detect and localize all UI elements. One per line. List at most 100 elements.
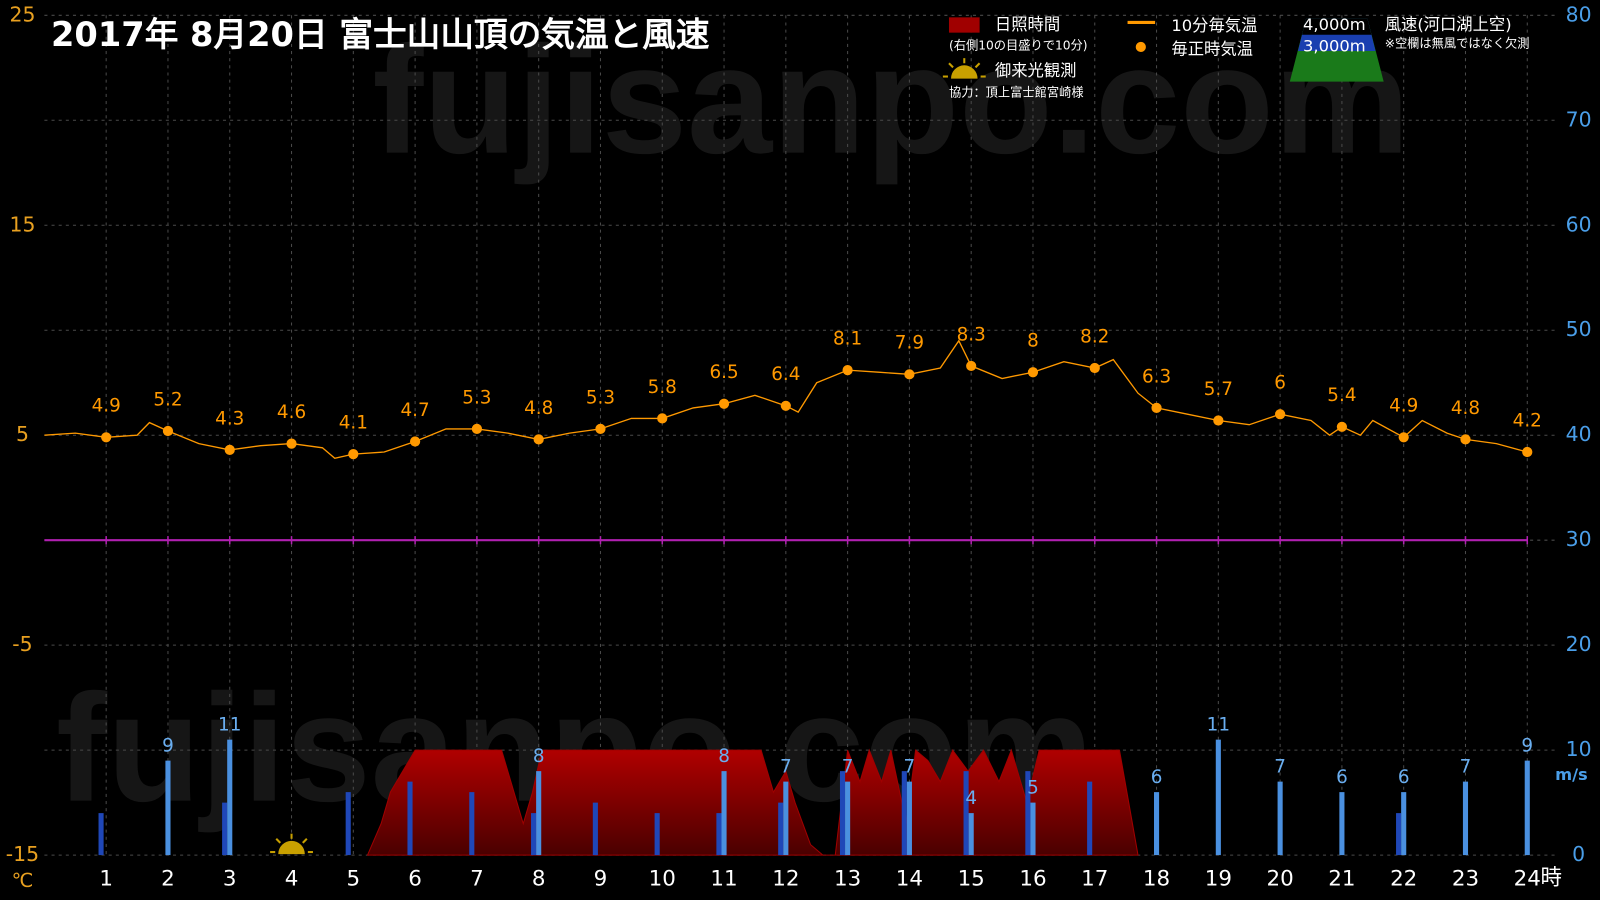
data-label: 4.6 (277, 402, 306, 423)
data-label: 7 (904, 756, 916, 777)
sun-body (278, 840, 305, 855)
wind-bar (227, 739, 233, 856)
y2-tick-label: 20 (1566, 632, 1592, 656)
wind-bar (536, 771, 542, 856)
data-label: 6.3 (1142, 366, 1171, 387)
data-label: 8.3 (957, 324, 986, 345)
temperature-point (471, 423, 482, 435)
data-label: 4.8 (524, 398, 553, 419)
data-label: 5.8 (648, 377, 677, 398)
temperature-point (1027, 367, 1039, 378)
temperature-point (1213, 415, 1224, 426)
x-tick-label: 10 (649, 867, 676, 892)
sun-ray (275, 838, 282, 844)
data-label: 4.3 (215, 408, 244, 429)
chart-title: 2017年 8月20日 富士山山頂の気温と風速 (51, 15, 710, 54)
data-label: 5.7 (1204, 379, 1233, 400)
y2-tick-label: 0 (1572, 842, 1585, 866)
y-tick-label: -5 (12, 632, 32, 656)
wind-bar (407, 781, 413, 856)
wind-bar (1277, 781, 1283, 856)
wind-bar (778, 802, 784, 856)
data-label: 7.9 (895, 333, 924, 354)
temperature-point (842, 365, 853, 376)
wind-bar (222, 802, 228, 856)
data-label: 7 (842, 756, 854, 777)
data-label: 7 (1274, 756, 1286, 777)
x-tick-label: 8 (532, 867, 546, 892)
wind-bar (783, 781, 789, 856)
x-tick-label: 24 (1514, 867, 1541, 892)
legend-note: ※空欄は無風ではなく欠測 (1385, 35, 1530, 50)
data-label: 8 (533, 746, 545, 767)
wind-bar (839, 771, 846, 856)
data-label: 9 (1521, 735, 1533, 756)
data-label: 5.2 (153, 389, 182, 410)
x-tick-label: 22 (1390, 867, 1417, 892)
temperature-point (224, 444, 235, 456)
y2-tick-label: 70 (1566, 107, 1592, 131)
temperature-point (780, 400, 791, 411)
wind-bar (592, 802, 598, 856)
x-tick-label: 1 (99, 867, 113, 892)
wind-bar (469, 792, 475, 856)
temperature-point (718, 398, 730, 409)
wind-bar (968, 813, 974, 856)
data-label: 4.9 (92, 396, 121, 417)
temperature-point (1089, 362, 1100, 374)
data-label: 6 (1398, 767, 1410, 788)
data-label: 8 (718, 746, 730, 767)
credit: 協力：頂上富士館宮崎様 (949, 84, 1084, 99)
legend-swatch (1135, 41, 1146, 53)
data-label: 7 (1460, 756, 1472, 777)
y-tick-label: 5 (16, 422, 29, 446)
temperature-point (1151, 402, 1162, 414)
temperature-point (1398, 432, 1409, 443)
wind-bar (1087, 781, 1093, 856)
legend-label: 3,000m (1303, 36, 1366, 55)
wind-bar (1339, 792, 1345, 856)
wind-bar (345, 792, 351, 856)
y2-tick-label: 30 (1566, 527, 1592, 551)
x-tick-label: 18 (1143, 867, 1170, 892)
sunrise-icon (270, 833, 313, 855)
temperature-point (101, 432, 112, 443)
wind-bar (1462, 781, 1469, 856)
y2-tick-label: 60 (1566, 212, 1592, 236)
wind-bar (165, 760, 171, 856)
legend-sun-icon (942, 58, 986, 79)
wind-bar (845, 781, 851, 856)
sunshine-area (366, 748, 1139, 856)
legend-label: 毎正時気温 (1171, 40, 1253, 59)
data-label: 11 (218, 714, 241, 735)
legend-swatch (948, 17, 980, 33)
data-label: 6.4 (771, 364, 800, 385)
x-tick-label: 5 (347, 867, 361, 892)
wind-bar (1401, 792, 1407, 856)
x-tick-label: 19 (1205, 867, 1232, 892)
data-label: 5.4 (1327, 385, 1356, 406)
x-tick-label: 14 (896, 867, 923, 892)
x-tick-label: 20 (1266, 867, 1293, 892)
y2-tick-label: 80 (1566, 2, 1592, 26)
data-label: 4.1 (339, 412, 368, 433)
temperature-point (1460, 434, 1471, 445)
x-tick-label: 3 (223, 867, 237, 892)
data-label: 5.3 (462, 387, 491, 408)
x-tick-label: 12 (772, 867, 799, 892)
legend-label: 10分毎気温 (1171, 16, 1257, 35)
wind-bar (1030, 802, 1036, 856)
wind-bar (906, 781, 912, 856)
watermark: fujisanpo.com (372, 15, 1409, 186)
temperature-point (966, 360, 977, 372)
temperature-line (44, 339, 1528, 460)
y-tick-label: -15 (6, 842, 39, 866)
x-tick-label: 21 (1328, 867, 1355, 892)
temperature-point (348, 448, 359, 460)
temperature-point (410, 436, 421, 447)
wind-bar (721, 771, 727, 856)
data-label: 7 (780, 756, 792, 777)
data-label: 8.1 (833, 329, 862, 350)
wind-bar (716, 813, 722, 856)
